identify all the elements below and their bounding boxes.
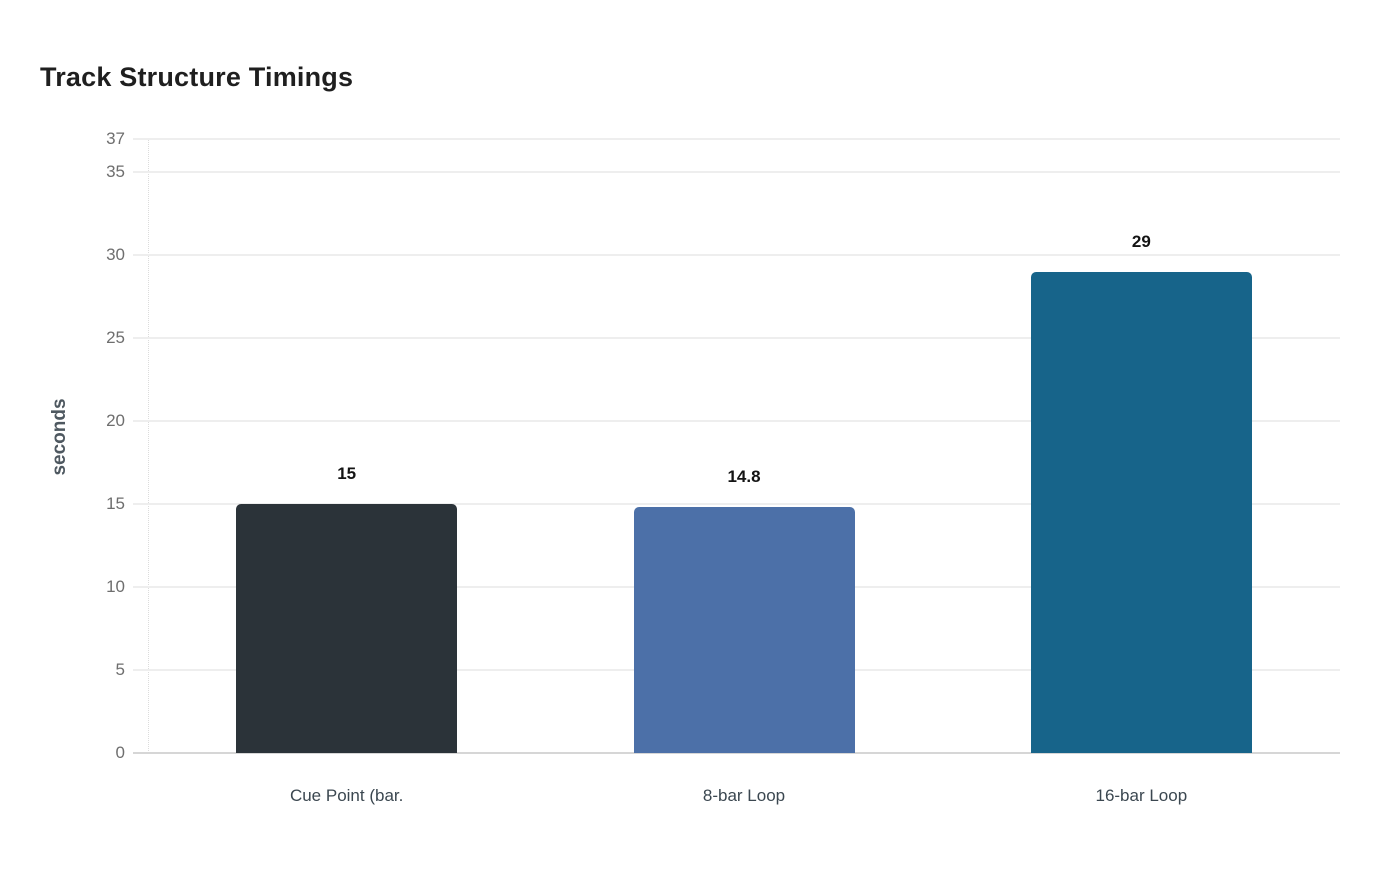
y-tick-label: 25 xyxy=(106,328,125,348)
bar[interactable] xyxy=(1030,271,1252,753)
bar-value-label: 15 xyxy=(337,464,357,484)
y-tick-label: 5 xyxy=(115,660,125,680)
gridline xyxy=(133,503,1340,506)
y-tick-label: 20 xyxy=(106,411,125,431)
x-category-label: 16-bar Loop xyxy=(1095,786,1188,805)
x-category-label: Cue Point (bar. xyxy=(289,786,404,805)
y-axis-line xyxy=(148,139,149,753)
bar-value-label: 14.8 xyxy=(727,467,761,487)
bar-value-label: 29 xyxy=(1131,231,1151,251)
x-axis-line xyxy=(133,752,1340,754)
x-category-label: 8-bar Loop xyxy=(702,786,786,805)
y-tick-label: 37 xyxy=(106,129,125,148)
bar[interactable] xyxy=(633,507,855,753)
gridline xyxy=(133,254,1340,257)
y-tick-label: 15 xyxy=(106,494,125,514)
gridline xyxy=(133,171,1340,174)
chart-title: Track Structure Timings xyxy=(40,62,354,92)
y-tick-label: 30 xyxy=(106,245,125,265)
bar[interactable] xyxy=(236,504,458,753)
y-tick-label: 0 xyxy=(115,743,125,762)
gridline xyxy=(133,420,1340,423)
y-tick-label: 35 xyxy=(106,162,125,182)
gridline xyxy=(133,138,1340,140)
gridline xyxy=(133,337,1340,340)
y-tick-label: 10 xyxy=(106,577,125,597)
